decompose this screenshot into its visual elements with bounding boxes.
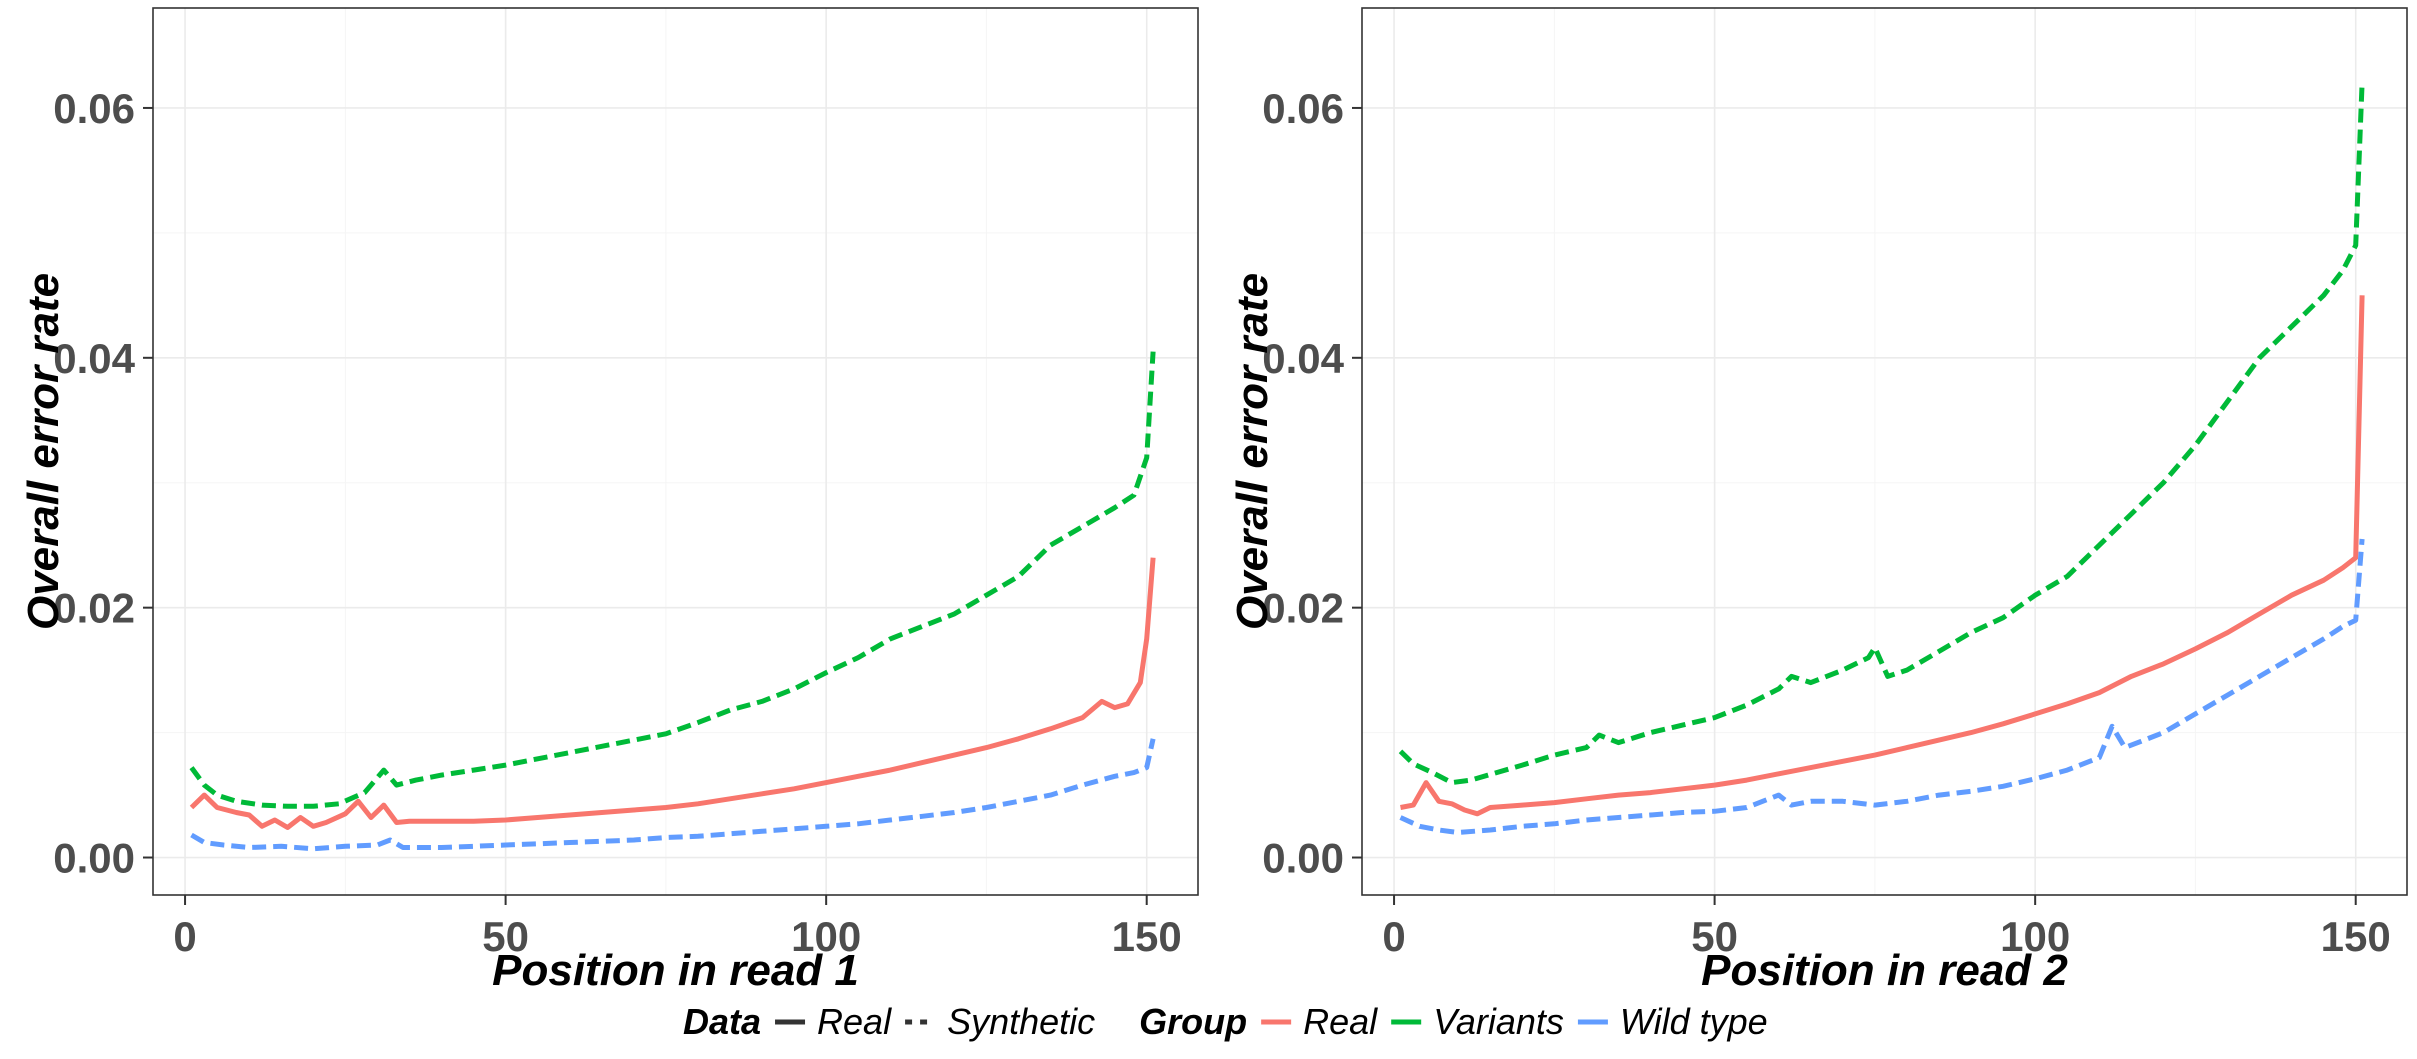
y-tick-label: 0.04 bbox=[1262, 335, 1344, 382]
series-line-variants bbox=[1398, 82, 2365, 786]
panel-2: 0 50 100 150 0.00 0.02 0.04 0.06 Position in rea… bbox=[1228, 7, 2408, 995]
legend-title-group: Group bbox=[1139, 1001, 1247, 1042]
panels: 0 50 100 150 0.00 0.02 0.04 0.06 Position in rea… bbox=[19, 7, 2408, 995]
legend-label-data-real: Real bbox=[817, 1001, 892, 1042]
y-tick-label: 0.04 bbox=[53, 335, 135, 382]
y-axis-title: Overall error rate bbox=[19, 273, 68, 630]
x-tick-label: 150 bbox=[2321, 913, 2391, 960]
x-tick-label: 0 bbox=[173, 913, 196, 960]
x-tick-label: 0 bbox=[1382, 913, 1405, 960]
y-tick-label: 0.00 bbox=[53, 835, 135, 882]
x-tick-label: 100 bbox=[791, 913, 861, 960]
series-line-wild-type bbox=[190, 738, 1156, 852]
y-tick-label: 0.06 bbox=[1262, 85, 1344, 132]
legend: Data Real Synthetic Group Real Variants Wild t… bbox=[683, 1001, 1768, 1042]
series-line-real bbox=[189, 557, 1156, 830]
legend-title-data: Data bbox=[683, 1001, 761, 1042]
y-tick-label: 0.02 bbox=[53, 585, 135, 632]
series-line-variants bbox=[189, 351, 1156, 809]
panel-border bbox=[1361, 7, 2408, 896]
y-tick-label: 0.06 bbox=[53, 85, 135, 132]
y-tick-label: 0.02 bbox=[1262, 585, 1344, 632]
y-tick-label: 0.00 bbox=[1262, 835, 1344, 882]
legend-label-group-real: Real bbox=[1303, 1001, 1378, 1042]
panel-border bbox=[152, 7, 1199, 896]
legend-label-group-wild-type: Wild type bbox=[1620, 1001, 1768, 1042]
legend-label-group-variants: Variants bbox=[1433, 1001, 1564, 1042]
panel-1: 0 50 100 150 0.00 0.02 0.04 0.06 Position in rea… bbox=[19, 7, 1199, 995]
y-axis-title: Overall error rate bbox=[1228, 273, 1277, 630]
x-axis-title: Position in read 1 bbox=[492, 946, 859, 995]
x-tick-label: 50 bbox=[482, 913, 529, 960]
series-line-real bbox=[1400, 295, 2365, 817]
x-tick-label: 50 bbox=[1691, 913, 1738, 960]
x-tick-label: 150 bbox=[1112, 913, 1182, 960]
x-tick-label: 100 bbox=[2000, 913, 2070, 960]
series-line-wild-type bbox=[1399, 538, 2365, 835]
x-axis-title: Position in read 2 bbox=[1701, 946, 2068, 995]
legend-label-data-synthetic: Synthetic bbox=[947, 1001, 1095, 1042]
